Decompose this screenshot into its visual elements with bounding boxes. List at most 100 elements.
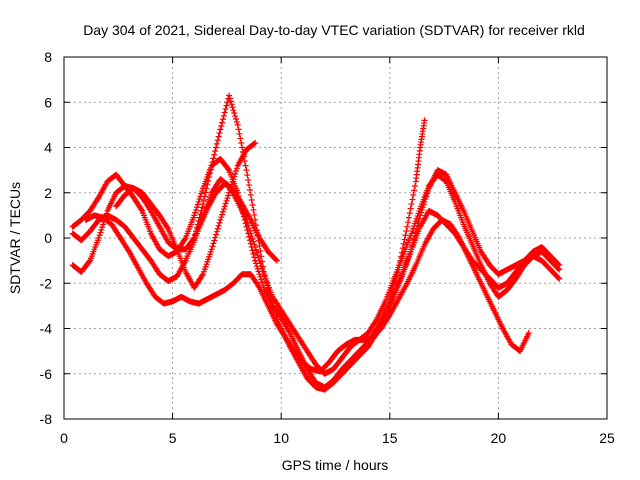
data-point — [251, 241, 258, 248]
data-point — [247, 192, 254, 199]
data-point — [193, 204, 200, 211]
data-point — [257, 248, 264, 255]
data-point — [398, 253, 405, 260]
data-point — [233, 118, 240, 125]
data-point — [206, 170, 213, 177]
data-point — [251, 211, 258, 218]
y-tick-label: 8 — [44, 49, 52, 65]
data-point — [555, 274, 562, 281]
data-point — [556, 275, 563, 282]
data-point — [244, 219, 251, 226]
data-point — [386, 293, 393, 300]
data-point — [249, 235, 256, 242]
grid-lines — [64, 57, 607, 419]
data-point — [213, 231, 220, 238]
data-point — [209, 158, 216, 165]
data-point — [250, 238, 257, 245]
data-point — [96, 232, 103, 239]
x-tick-label: 10 — [273, 430, 289, 446]
data-point — [257, 260, 264, 267]
data-point — [252, 139, 259, 146]
data-point — [235, 126, 242, 133]
data-point — [232, 113, 239, 120]
data-point — [259, 268, 266, 275]
data-point — [99, 224, 106, 231]
data-point — [256, 257, 263, 264]
data-point — [400, 240, 407, 247]
data-point — [195, 198, 202, 205]
data-point — [238, 139, 245, 146]
data-point — [208, 246, 215, 253]
data-point — [95, 235, 102, 241]
data-point — [372, 317, 379, 324]
data-point — [391, 280, 398, 287]
data-point — [227, 98, 234, 105]
data-point — [222, 106, 229, 113]
data-point — [397, 258, 404, 265]
data-point — [223, 197, 230, 204]
data-point — [455, 233, 462, 240]
data-point — [412, 229, 419, 236]
data-point — [232, 170, 239, 177]
data-point — [243, 167, 250, 174]
data-point — [237, 135, 244, 142]
data-point — [401, 236, 408, 243]
data-point — [97, 229, 104, 236]
data-point — [246, 237, 253, 244]
data-point — [252, 244, 259, 251]
data-point — [214, 225, 221, 232]
data-point — [411, 236, 418, 243]
data-point — [230, 176, 237, 183]
data-point — [210, 240, 217, 247]
data-point — [244, 172, 251, 179]
data-point — [207, 166, 214, 173]
data-point — [212, 148, 219, 155]
y-tick-label: -4 — [40, 321, 53, 337]
data-point — [250, 206, 257, 213]
data-point — [256, 242, 263, 249]
data-point — [217, 216, 224, 223]
data-point — [193, 206, 200, 213]
data-point — [208, 162, 215, 169]
tick-labels: 0 5 10 15 20 25 -8 -6 -4 -2 0 2 4 6 8 — [40, 49, 615, 446]
data-point — [198, 190, 205, 197]
data-point — [404, 223, 411, 230]
data-point — [236, 130, 243, 137]
data-point — [394, 269, 401, 276]
y-tick-label: -8 — [40, 411, 53, 427]
data-point — [247, 230, 254, 237]
data-point — [253, 249, 260, 256]
data-point — [221, 203, 228, 210]
data-point — [395, 266, 402, 273]
data-point — [215, 133, 222, 140]
data-point — [138, 206, 145, 213]
data-point — [248, 196, 255, 203]
data-point — [222, 200, 229, 207]
data-point — [258, 276, 265, 283]
data-point — [214, 137, 221, 144]
data-point — [205, 177, 212, 184]
data-point — [229, 178, 236, 185]
data-point — [398, 249, 405, 256]
data-point — [231, 173, 238, 180]
data-point — [405, 219, 412, 226]
data-point — [219, 211, 226, 218]
data-point — [409, 196, 416, 203]
data-point — [242, 162, 249, 169]
data-point — [402, 232, 409, 239]
data-point — [403, 227, 410, 234]
data-point — [259, 265, 266, 272]
data-point — [250, 250, 257, 257]
data-point — [223, 102, 230, 109]
data-point — [410, 192, 417, 199]
data-point — [253, 246, 260, 253]
data-point — [409, 242, 416, 249]
data-point — [389, 285, 396, 292]
data-point — [272, 256, 279, 263]
data-point — [407, 205, 414, 212]
data-point — [249, 247, 256, 254]
y-tick-label: 0 — [44, 230, 52, 246]
data-point — [254, 252, 261, 259]
data-point — [200, 197, 207, 204]
